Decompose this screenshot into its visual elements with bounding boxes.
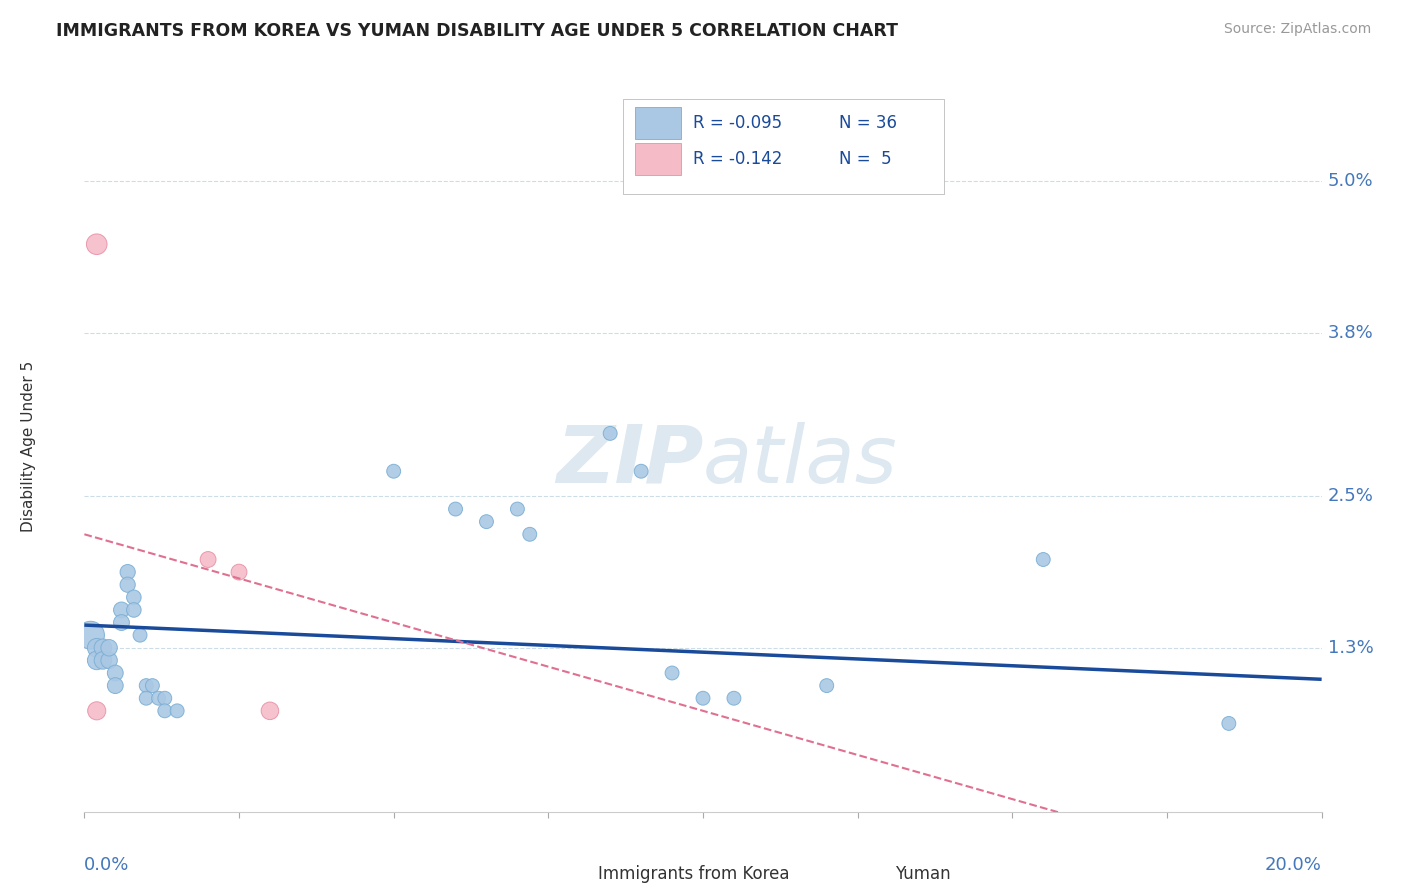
- Point: [86, 704, 108, 718]
- Point: [197, 552, 219, 566]
- Point: [98, 640, 121, 655]
- Point: [630, 464, 652, 478]
- Point: [475, 515, 498, 529]
- Point: [723, 691, 745, 706]
- Point: [117, 578, 139, 592]
- Point: [148, 691, 170, 706]
- Point: [122, 603, 145, 617]
- FancyBboxPatch shape: [849, 861, 889, 891]
- Point: [815, 679, 838, 693]
- Point: [98, 653, 121, 667]
- Point: [519, 527, 541, 541]
- Point: [444, 502, 467, 516]
- Text: R = -0.095: R = -0.095: [693, 113, 782, 132]
- Text: Yuman: Yuman: [894, 865, 950, 883]
- Point: [86, 640, 108, 655]
- Text: atlas: atlas: [703, 422, 898, 500]
- Point: [382, 464, 405, 478]
- Point: [91, 640, 114, 655]
- Point: [117, 565, 139, 579]
- Text: 0.0%: 0.0%: [84, 855, 129, 873]
- Text: N = 36: N = 36: [839, 113, 897, 132]
- Text: ZIP: ZIP: [555, 422, 703, 500]
- Point: [104, 679, 127, 693]
- Point: [104, 665, 127, 680]
- Point: [110, 615, 132, 630]
- Point: [661, 665, 683, 680]
- Point: [86, 237, 108, 252]
- Point: [599, 426, 621, 441]
- Point: [692, 691, 714, 706]
- Point: [110, 603, 132, 617]
- Point: [141, 679, 163, 693]
- Point: [135, 691, 157, 706]
- Text: 2.5%: 2.5%: [1327, 487, 1374, 506]
- Point: [1218, 716, 1240, 731]
- Text: Immigrants from Korea: Immigrants from Korea: [598, 865, 789, 883]
- Text: 3.8%: 3.8%: [1327, 324, 1374, 342]
- Point: [166, 704, 188, 718]
- Text: 20.0%: 20.0%: [1265, 855, 1322, 873]
- FancyBboxPatch shape: [636, 107, 681, 139]
- Point: [135, 679, 157, 693]
- Point: [228, 565, 250, 579]
- FancyBboxPatch shape: [623, 99, 945, 194]
- Point: [153, 691, 176, 706]
- Point: [153, 704, 176, 718]
- Text: R = -0.142: R = -0.142: [693, 150, 783, 169]
- Point: [122, 591, 145, 605]
- FancyBboxPatch shape: [553, 861, 592, 891]
- Point: [129, 628, 152, 642]
- Point: [506, 502, 529, 516]
- Text: 5.0%: 5.0%: [1327, 172, 1374, 190]
- Text: Source: ZipAtlas.com: Source: ZipAtlas.com: [1223, 22, 1371, 37]
- Point: [86, 653, 108, 667]
- Text: 1.3%: 1.3%: [1327, 639, 1374, 657]
- Text: Disability Age Under 5: Disability Age Under 5: [21, 360, 37, 532]
- Text: IMMIGRANTS FROM KOREA VS YUMAN DISABILITY AGE UNDER 5 CORRELATION CHART: IMMIGRANTS FROM KOREA VS YUMAN DISABILIT…: [56, 22, 898, 40]
- FancyBboxPatch shape: [636, 144, 681, 176]
- Point: [79, 628, 101, 642]
- Point: [259, 704, 281, 718]
- Point: [91, 653, 114, 667]
- Point: [1032, 552, 1054, 566]
- Text: N =  5: N = 5: [839, 150, 891, 169]
